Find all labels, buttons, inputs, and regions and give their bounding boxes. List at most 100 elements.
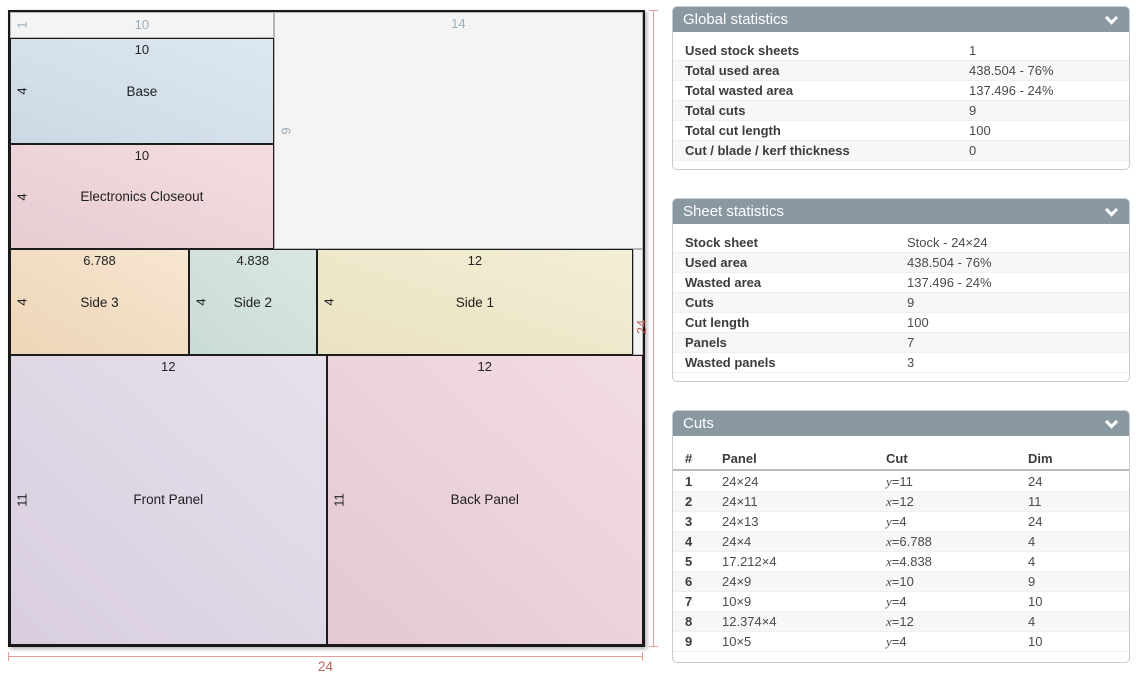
stat-label: Total used area: [685, 63, 780, 78]
panel-piece-back-panel[interactable]: 12 11 Back Panel: [326, 354, 643, 645]
cuts-panel: Cuts # Panel Cut Dim 1 24×24 y=11 24 2 24×11 x=12…: [672, 410, 1130, 663]
piece-height-label: 1: [14, 21, 30, 29]
piece-name-label: Base: [126, 83, 158, 99]
waste-piece: [633, 249, 643, 355]
panel-piece-side-1[interactable]: 12 4 Side 1: [316, 249, 634, 355]
piece-width-label: 12: [467, 253, 483, 269]
stat-value: 9: [907, 295, 915, 310]
cut-dim: 10: [1028, 634, 1043, 649]
cut-position: x=12: [886, 613, 914, 629]
waste-piece: 14 9: [273, 12, 643, 250]
panel-title: Cuts: [683, 415, 714, 432]
stat-label: Used stock sheets: [685, 43, 800, 58]
panel-piece-electronics-closeout[interactable]: 10 4 Electronics Closeout: [10, 143, 274, 250]
stat-value: 3: [907, 355, 915, 370]
panel-title: Sheet statistics: [683, 203, 784, 220]
cuts-column-header-cut: Cut: [886, 451, 908, 466]
stat-label: Cut / blade / kerf thickness: [685, 143, 850, 158]
stat-row-wasted-panels: Wasted panels 3: [673, 353, 1129, 373]
cut-row-6: 6 24×9 x=10 9: [673, 572, 1129, 592]
cut-dim: 4: [1028, 554, 1036, 569]
cut-position: x=12: [886, 493, 914, 509]
stat-value: Stock - 24×24: [907, 235, 988, 250]
piece-name-label: Side 1: [455, 294, 495, 310]
panel-piece-side-2[interactable]: 4.838 4 Side 2: [189, 249, 317, 355]
stat-value: 7: [907, 335, 915, 350]
stat-row-total-cuts: Total cuts 9: [673, 101, 1129, 121]
cut-number: 2: [685, 494, 693, 509]
piece-width-label: 10: [134, 147, 150, 163]
chevron-down-icon[interactable]: [1104, 419, 1119, 429]
stat-label: Wasted area: [685, 275, 762, 290]
stat-value: 137.496 - 24%: [907, 275, 992, 290]
panel-piece-front-panel[interactable]: 12 11 Front Panel: [10, 354, 327, 645]
cut-number: 1: [685, 474, 693, 489]
stock-sheet-diagram: 10 1 14 9 10 4 Base 10 4 Electronics Closeout 6.78…: [8, 10, 645, 647]
cut-number: 7: [685, 594, 693, 609]
stat-value: 100: [907, 315, 929, 330]
stat-label: Wasted panels: [685, 355, 776, 370]
chevron-down-icon[interactable]: [1104, 15, 1119, 25]
cut-number: 9: [685, 634, 693, 649]
cut-position: x=10: [886, 573, 914, 589]
stat-value: 438.504 - 76%: [969, 63, 1054, 78]
piece-name-label: Electronics Closeout: [80, 189, 204, 205]
cut-panel: 12.374×4: [722, 614, 777, 629]
cut-number: 5: [685, 554, 693, 569]
cuts-column-header-dim: Dim: [1028, 451, 1053, 466]
global-statistics-header[interactable]: Global statistics: [673, 7, 1129, 32]
piece-height-label: 9: [278, 127, 294, 135]
cut-position: x=6.788: [886, 533, 932, 549]
piece-name-label: Front Panel: [133, 492, 204, 508]
cut-row-4: 4 24×4 x=6.788 4: [673, 532, 1129, 552]
stat-value: 137.496 - 24%: [969, 83, 1054, 98]
cut-number: 4: [685, 534, 693, 549]
cut-number: 3: [685, 514, 693, 529]
piece-name-label: Back Panel: [450, 492, 519, 508]
cut-number: 6: [685, 574, 693, 589]
cut-row-5: 5 17.212×4 x=4.838 4: [673, 552, 1129, 572]
cut-panel: 10×5: [722, 634, 752, 649]
stat-row-total-used-area: Total used area 438.504 - 76%: [673, 61, 1129, 81]
cut-row-3: 3 24×13 y=4 24: [673, 512, 1129, 532]
cut-panel: 24×13: [722, 514, 759, 529]
panel-title: Global statistics: [683, 11, 789, 28]
stat-label: Total cuts: [685, 103, 746, 118]
cut-dim: 4: [1028, 534, 1036, 549]
cut-dim: 10: [1028, 594, 1043, 609]
waste-piece: 10 1: [10, 12, 274, 39]
piece-width-label: 10: [134, 42, 150, 58]
cut-dim: 24: [1028, 514, 1043, 529]
stat-row-used-stock-sheets: Used stock sheets 1: [673, 41, 1129, 61]
stat-row-cut-length: Cut length 100: [673, 313, 1129, 333]
cut-row-2: 2 24×11 x=12 11: [673, 492, 1129, 512]
sheet-height-dimension-label: 24: [634, 319, 649, 335]
cut-panel: 24×4: [722, 534, 752, 549]
stat-label: Total cut length: [685, 123, 781, 138]
cut-row-7: 7 10×9 y=4 10: [673, 592, 1129, 612]
cut-position: y=4: [886, 513, 907, 529]
stat-row-total-wasted-area: Total wasted area 137.496 - 24%: [673, 81, 1129, 101]
chevron-down-icon[interactable]: [1104, 207, 1119, 217]
sheet-height-dimension-line: [649, 10, 658, 647]
stat-label: Cuts: [685, 295, 714, 310]
stat-value: 9: [969, 103, 977, 118]
cut-position: y=4: [886, 593, 907, 609]
cuts-header[interactable]: Cuts: [673, 411, 1129, 436]
panel-piece-side-3[interactable]: 6.788 4 Side 3: [10, 249, 190, 355]
stat-value: 438.504 - 76%: [907, 255, 992, 270]
cut-dim: 11: [1028, 494, 1042, 509]
piece-name-label: Side 2: [233, 294, 272, 310]
cut-row-1: 1 24×24 y=11 24: [673, 472, 1129, 492]
cuts-column-header-panel: Panel: [722, 451, 757, 466]
cut-number: 8: [685, 614, 693, 629]
cut-row-9: 9 10×5 y=4 10: [673, 632, 1129, 652]
cut-panel: 10×9: [722, 594, 752, 609]
cuts-column-header-num: #: [685, 451, 693, 466]
panel-piece-base[interactable]: 10 4 Base: [10, 38, 274, 144]
stat-row-wasted-area: Wasted area 137.496 - 24%: [673, 273, 1129, 293]
stat-label: Used area: [685, 255, 748, 270]
global-statistics-panel: Global statistics Used stock sheets 1 Tota…: [672, 6, 1130, 170]
sheet-width-dimension-line: [8, 652, 643, 661]
sheet-statistics-header[interactable]: Sheet statistics: [673, 199, 1129, 224]
